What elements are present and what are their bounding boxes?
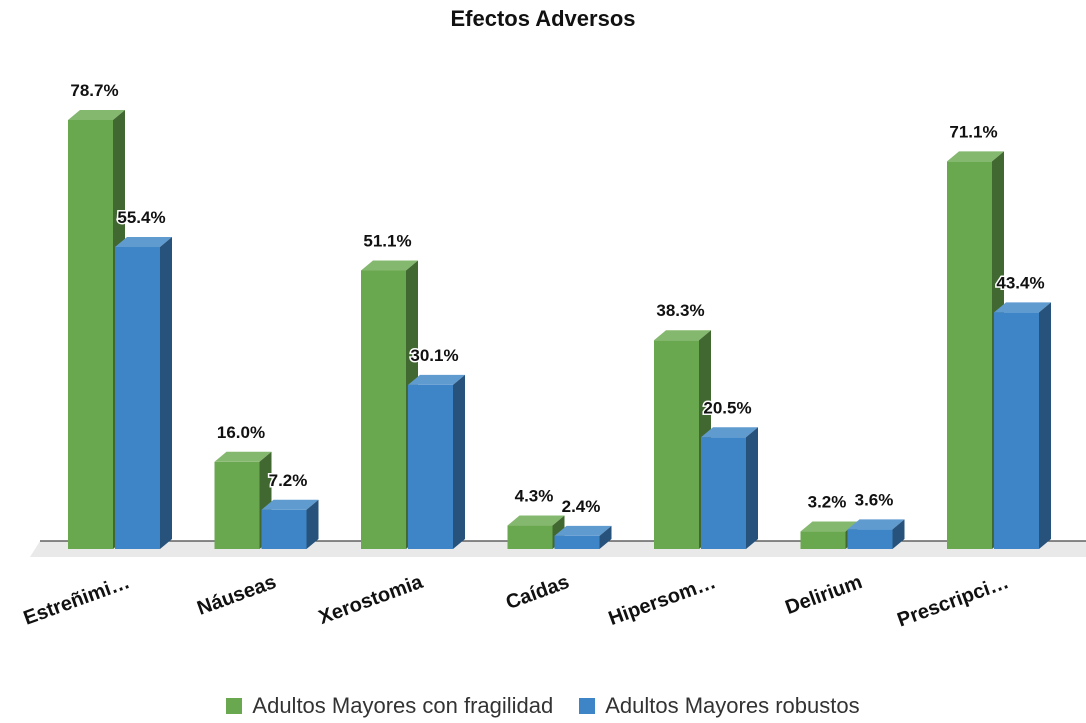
bar-robustos-3 xyxy=(554,525,612,549)
bar-robustos-2 xyxy=(408,374,465,549)
category-label: Hipersom… xyxy=(606,571,719,630)
data-label: 55.4% xyxy=(117,208,165,227)
data-label: 51.1% xyxy=(363,231,411,250)
bar-top xyxy=(701,427,758,438)
bar-front xyxy=(554,535,600,549)
bar-front xyxy=(654,340,699,549)
data-label: 38.3% xyxy=(656,301,704,320)
data-label: 2.4% xyxy=(562,497,601,516)
data-label: 3.6% xyxy=(855,490,894,509)
bar-front xyxy=(115,247,160,549)
bar-front xyxy=(701,437,746,549)
bar-top xyxy=(115,237,172,248)
bar-side xyxy=(599,525,612,549)
bar-top xyxy=(654,330,711,341)
bar-top xyxy=(408,374,465,385)
bar-front xyxy=(214,461,260,549)
bar-front xyxy=(408,384,453,549)
bar-robustos-6 xyxy=(994,302,1051,549)
bar-side xyxy=(306,499,319,549)
bar-side xyxy=(1039,302,1051,549)
legend-item-fragilidad[interactable]: Adultos Mayores con fragilidad xyxy=(226,693,553,719)
bar-top xyxy=(68,110,125,120)
data-label: 78.7% xyxy=(70,81,118,100)
bar-top xyxy=(554,525,612,536)
data-label: 3.2% xyxy=(808,493,847,512)
bar-robustos-4 xyxy=(701,427,758,549)
bar-robustos-1 xyxy=(261,499,319,549)
bar-front xyxy=(847,529,893,549)
legend-item-robustos[interactable]: Adultos Mayores robustos xyxy=(579,693,860,719)
bar-top xyxy=(800,521,858,532)
bar-front xyxy=(507,525,553,549)
data-label: 7.2% xyxy=(269,471,308,490)
bar-fragilidad-3 xyxy=(507,515,565,549)
bar-front xyxy=(800,531,846,549)
bar-front xyxy=(261,509,307,549)
category-label: Xerostomia xyxy=(316,571,427,629)
bar-top xyxy=(994,302,1051,313)
bar-chart: 78.7% 55.4% Estreñimi… 16.0% 7.2% Náuseas 51.1… xyxy=(21,80,1086,632)
data-label: 20.5% xyxy=(703,398,751,417)
bar-top xyxy=(847,519,905,530)
bar-side xyxy=(160,237,172,549)
category-label: Caídas xyxy=(503,571,572,614)
bar-top xyxy=(947,151,1004,162)
legend-label-fragilidad: Adultos Mayores con fragilidad xyxy=(252,693,554,718)
bar-front xyxy=(68,120,113,549)
bar-top xyxy=(214,451,272,462)
category-label: Prescripci… xyxy=(894,571,1011,632)
bar-side xyxy=(892,519,905,549)
bar-top xyxy=(507,515,565,526)
data-label: 16.0% xyxy=(217,423,265,442)
bar-robustos-0 xyxy=(115,237,172,549)
bar-side xyxy=(453,374,465,549)
data-label: 4.3% xyxy=(515,487,554,506)
bar-fragilidad-1 xyxy=(214,451,272,549)
category-label: Delirium xyxy=(782,571,865,619)
data-label: 30.1% xyxy=(410,346,458,365)
legend-label-robustos: Adultos Mayores robustos xyxy=(605,693,860,718)
data-label: 43.4% xyxy=(996,273,1044,292)
legend-swatch-fragilidad xyxy=(226,698,243,714)
chart-title: Efectos Adversos xyxy=(450,6,636,31)
data-label: 71.1% xyxy=(949,122,997,141)
legend: Adultos Mayores con fragilidad Adultos M… xyxy=(0,693,1086,719)
bar-front xyxy=(361,270,406,549)
bar-side xyxy=(746,427,758,549)
bar-front xyxy=(994,312,1039,549)
bar-top xyxy=(361,260,418,271)
bar-robustos-5 xyxy=(847,519,905,549)
category-label: Náuseas xyxy=(194,571,279,620)
bar-front xyxy=(947,161,992,549)
bar-top xyxy=(261,499,319,510)
legend-swatch-robustos xyxy=(579,698,596,714)
category-label: Estreñimi… xyxy=(21,571,133,630)
